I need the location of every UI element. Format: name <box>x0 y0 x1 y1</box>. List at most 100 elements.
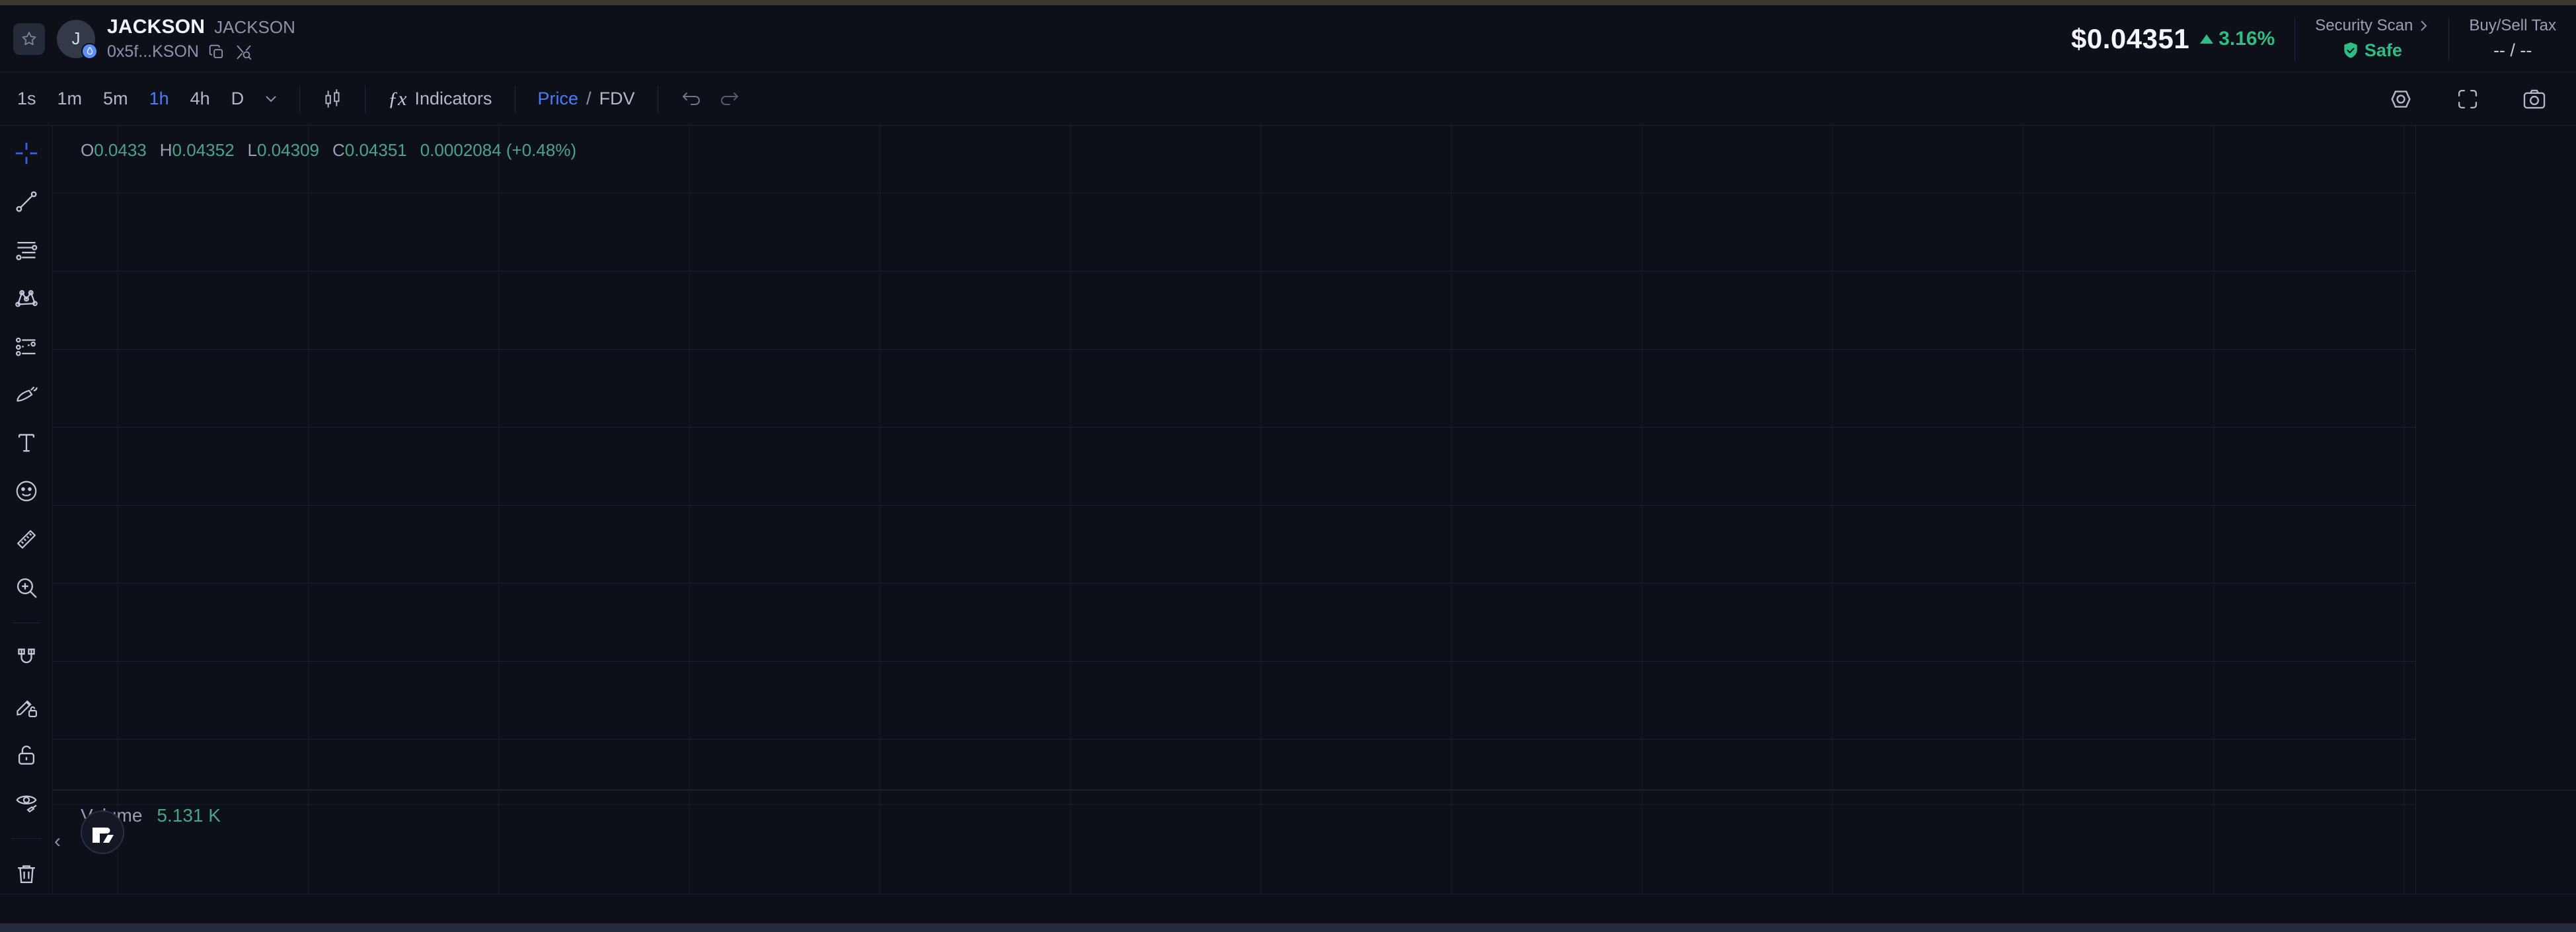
pencil-lock-icon <box>16 700 37 718</box>
price-up-triangle-icon <box>2200 34 2214 44</box>
tool-ruler[interactable] <box>13 526 40 553</box>
timeframe-button-4h[interactable]: 4h <box>190 89 210 108</box>
timeframe-button-1m[interactable]: 1m <box>57 89 83 108</box>
redo-button[interactable] <box>712 86 747 112</box>
tool-drawing-lock[interactable] <box>13 693 40 720</box>
token-address: 0x5f...KSON <box>107 42 199 61</box>
fx-icon: ƒx <box>388 87 407 110</box>
legend-item-H: H0.04352 <box>159 140 235 160</box>
price-toggle-label: Price <box>537 89 579 108</box>
copy-icon <box>209 44 223 58</box>
favorite-button[interactable] <box>13 22 45 55</box>
price-axis[interactable] <box>2415 126 2576 894</box>
rail-divider <box>11 838 42 839</box>
tool-hide-drawings[interactable] <box>13 790 40 816</box>
zoom-in-icon <box>17 578 37 598</box>
tradingview-logo[interactable] <box>81 810 124 854</box>
screenshot-button[interactable] <box>2515 84 2554 114</box>
collapse-pane-chevron[interactable]: ‹ <box>54 830 61 852</box>
window-top-strip <box>0 0 2576 5</box>
security-scan-label: Security Scan <box>2315 17 2413 34</box>
droplet-icon <box>87 46 93 55</box>
security-scan-block[interactable]: Security Scan Safe <box>2315 17 2429 61</box>
header-divider <box>2448 17 2450 61</box>
fullscreen-icon <box>2458 89 2478 108</box>
eye-brush-icon <box>15 795 37 813</box>
toolbar-divider <box>299 85 301 113</box>
drawing-tools-rail <box>0 126 53 894</box>
magnet-icon <box>17 648 35 664</box>
text-icon <box>18 434 34 452</box>
tax-block: Buy/Sell Tax -- / -- <box>2469 17 2556 61</box>
token-title: JACKSON <box>107 16 206 38</box>
trend-line-icon <box>15 191 37 212</box>
price-block: $0.04351 3.16% <box>2071 23 2275 55</box>
tax-value: -- / -- <box>2493 40 2532 60</box>
undo-button[interactable] <box>674 86 708 112</box>
fdv-toggle-label: FDV <box>599 89 635 108</box>
legend-change: 0.0002084 (+0.48%) <box>420 140 577 160</box>
timeframe-more-button[interactable] <box>258 91 284 107</box>
camera-icon <box>2523 89 2546 108</box>
chart-main: O0.0433 H0.04352 L0.04309 C0.04351 0.0002084… <box>0 126 2576 894</box>
settings-hexagon-icon <box>2391 90 2411 108</box>
tool-emoji[interactable] <box>13 478 40 504</box>
ruler-icon <box>17 530 36 549</box>
candlestick-chart[interactable] <box>53 126 2415 894</box>
x-search-icon <box>237 44 252 60</box>
legend-item-O: O0.0433 <box>81 140 147 160</box>
timeframe-button-D[interactable]: D <box>231 89 245 108</box>
fullscreen-button[interactable] <box>2449 83 2486 115</box>
timeframe-button-5m[interactable]: 5m <box>103 89 128 108</box>
tradingview-logo-icon <box>81 810 124 854</box>
copy-address-button[interactable] <box>208 44 225 61</box>
price-fdv-toggle[interactable]: Price / FDV <box>537 89 635 108</box>
x-search-button[interactable] <box>235 43 253 61</box>
window-bottom-strip <box>0 923 2576 932</box>
tool-lock[interactable] <box>13 742 40 768</box>
tool-forecast[interactable] <box>13 333 40 360</box>
tool-trend-line[interactable] <box>13 188 40 215</box>
token-symbol: JACKSON <box>214 17 295 37</box>
tool-horizontal-lines[interactable] <box>13 237 40 263</box>
chart-style-button[interactable] <box>316 84 349 114</box>
brush-icon <box>16 386 38 402</box>
avatar-letter: J <box>71 28 81 48</box>
tool-xabcd-pattern[interactable] <box>13 285 40 311</box>
forecast-icon <box>15 337 36 356</box>
tax-label: Buy/Sell Tax <box>2469 17 2556 34</box>
timeframe-button-1s[interactable]: 1s <box>17 89 36 108</box>
emoji-icon <box>16 481 36 502</box>
trash-icon <box>17 865 35 884</box>
xabcd-pattern-icon <box>15 290 38 307</box>
timeframe-button-1h[interactable]: 1h <box>149 89 169 108</box>
indicators-button[interactable]: ƒx Indicators <box>381 84 498 114</box>
tool-magnet[interactable] <box>13 645 40 672</box>
token-avatar: J <box>57 19 98 59</box>
price-change-percent: 3.16% <box>2218 27 2275 50</box>
chevron-right-icon <box>2421 20 2427 31</box>
shield-check-icon <box>2344 42 2357 58</box>
horizontal-lines-icon <box>15 241 37 260</box>
security-status: Safe <box>2364 40 2402 60</box>
header-divider <box>2294 17 2296 61</box>
timeframe-group: 1s 1m 5m 1h 4h D <box>7 83 254 114</box>
candlestick-icon <box>325 89 340 108</box>
current-price: $0.04351 <box>2071 22 2190 54</box>
chart-plot-area[interactable]: O0.0433 H0.04352 L0.04309 C0.04351 0.0002084… <box>53 126 2415 894</box>
tool-text[interactable] <box>13 430 40 456</box>
tool-remove-drawings[interactable] <box>13 861 40 887</box>
token-header: J JACKSON JACKSON 0x5f...KSON <box>0 5 2576 73</box>
time-axis[interactable] <box>0 894 2576 923</box>
chain-badge <box>81 42 98 59</box>
undo-icon <box>682 92 700 105</box>
chart-settings-button[interactable] <box>2382 83 2420 116</box>
chevron-down-icon <box>266 95 276 102</box>
tool-brush[interactable] <box>13 381 40 408</box>
lock-open-icon <box>18 745 34 765</box>
tool-crosshair[interactable] <box>13 140 40 167</box>
volume-value: 5.131 K <box>157 805 221 826</box>
tool-zoom-in[interactable] <box>13 574 40 601</box>
star-icon <box>22 31 36 45</box>
